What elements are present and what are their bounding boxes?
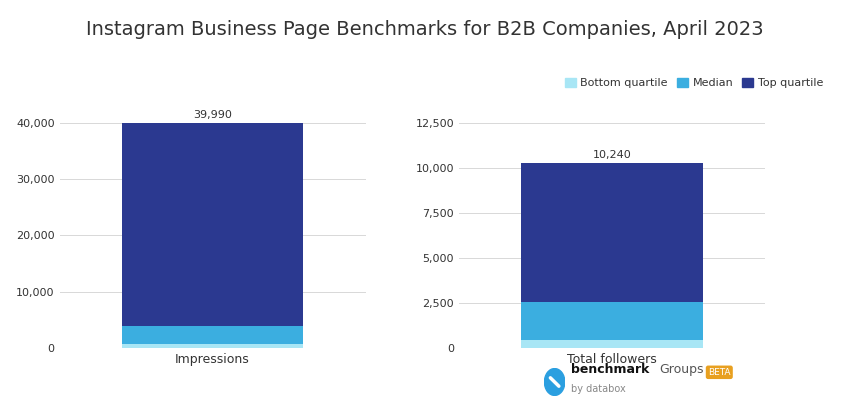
Legend: Bottom quartile, Median, Top quartile: Bottom quartile, Median, Top quartile (560, 74, 827, 93)
Text: 10,240: 10,240 (592, 150, 632, 160)
Bar (521, 302, 703, 348)
Text: by databox: by databox (571, 384, 626, 394)
Text: BETA: BETA (708, 368, 730, 377)
Bar (521, 163, 703, 348)
Text: Groups: Groups (659, 363, 703, 376)
Bar (122, 344, 303, 348)
Text: benchmark: benchmark (571, 363, 649, 376)
Text: 458: 458 (601, 327, 622, 337)
Bar (122, 123, 303, 348)
Text: Instagram Business Page Benchmarks for B2B Companies, April 2023: Instagram Business Page Benchmarks for B… (86, 20, 764, 39)
Circle shape (544, 368, 564, 396)
Text: 3,990: 3,990 (196, 312, 229, 322)
Bar (122, 326, 303, 348)
Text: 2,550: 2,550 (596, 289, 628, 299)
Text: 769: 769 (202, 331, 223, 341)
Bar (521, 340, 703, 348)
Text: 39,990: 39,990 (193, 110, 232, 120)
